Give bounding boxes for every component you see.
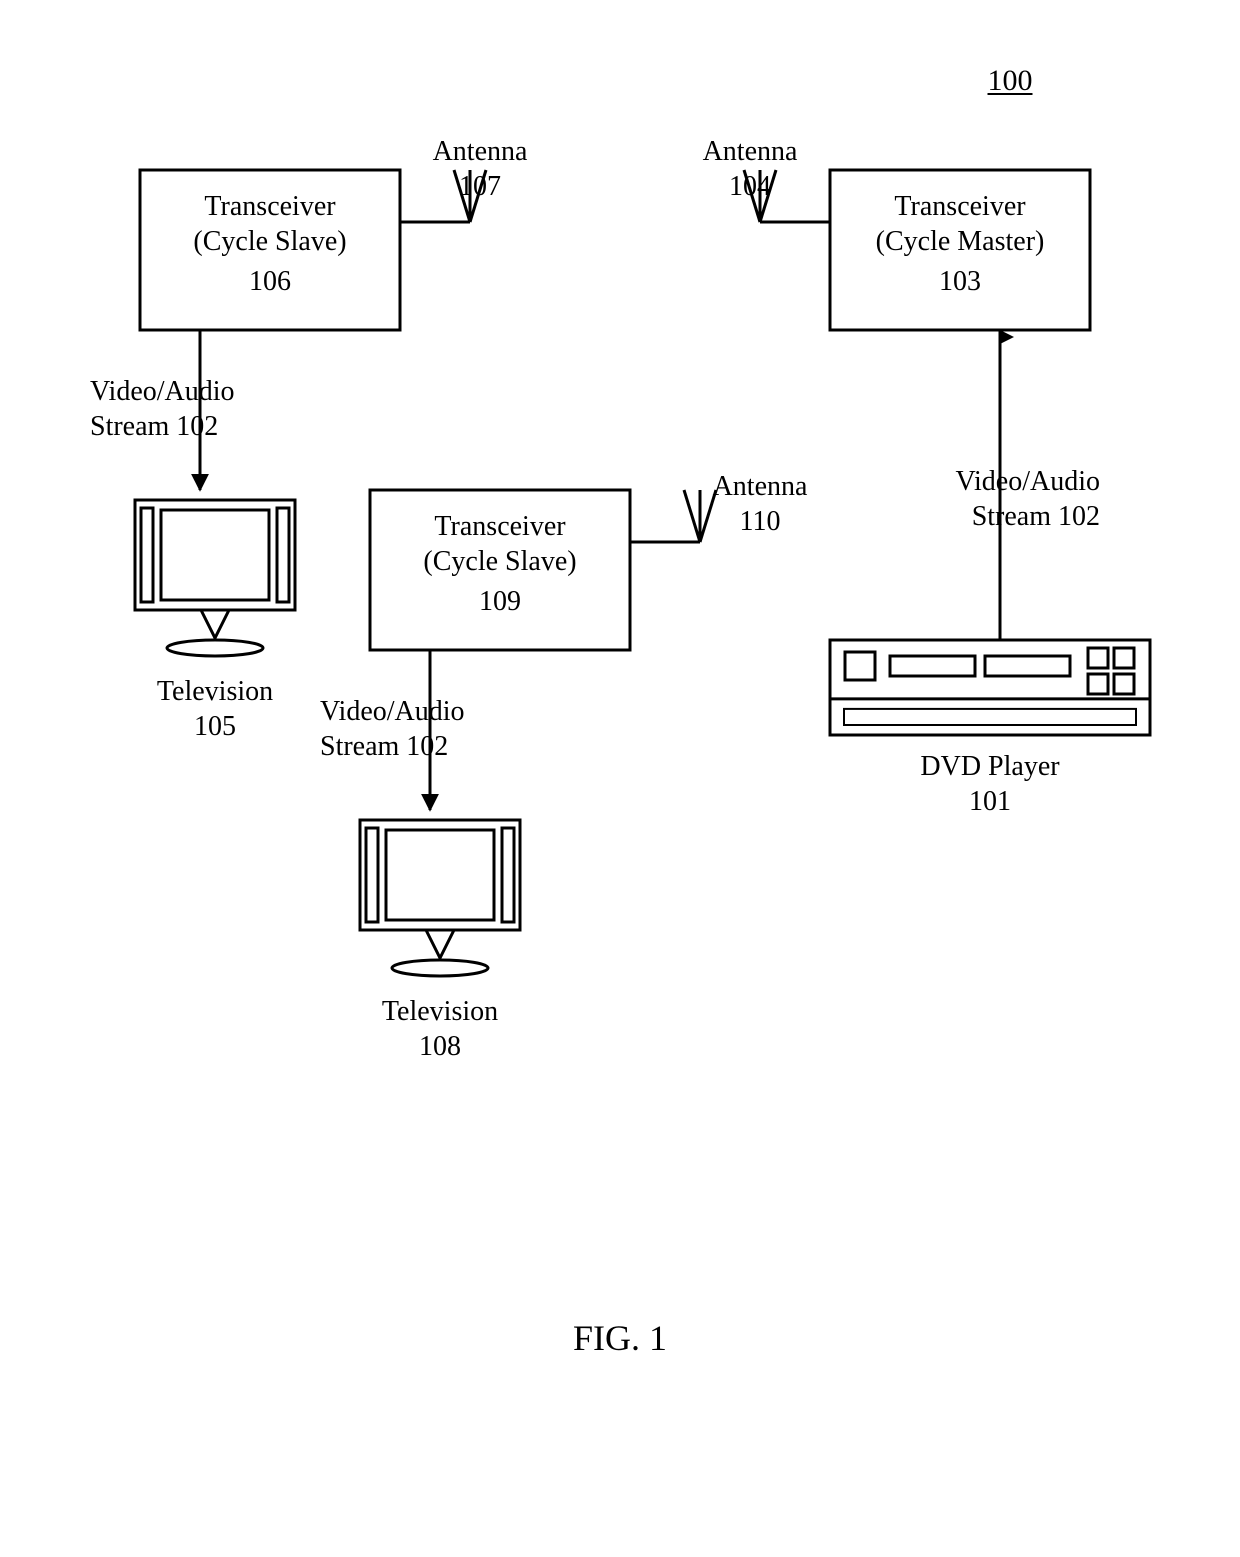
transceiver-106-line2: (Cycle Slave) (193, 226, 346, 257)
dvd-player-101: DVD Player 101 (830, 640, 1150, 817)
television-105-speaker-right (277, 508, 289, 602)
dvd-btn-00 (1088, 648, 1108, 668)
figure-caption: FIG. 1 (573, 1318, 667, 1358)
television-108-speaker-left (366, 828, 378, 922)
dvd-slot-1 (890, 656, 975, 676)
television-108-speaker-right (502, 828, 514, 922)
dvd-label2: 101 (969, 786, 1011, 817)
transceiver-103-line3: 103 (939, 266, 981, 297)
television-108-screen (386, 830, 494, 920)
stream-label-102c: Video/Audio Stream 102 (955, 466, 1100, 532)
transceiver-106-line1: Transceiver (204, 191, 336, 222)
television-105-screen (161, 510, 269, 600)
television-108-frame (360, 820, 520, 930)
television-108-stand-base (392, 960, 488, 976)
transceiver-109-antenna-label1: Antenna (713, 471, 808, 502)
stream-label-102c-line1: Video/Audio (955, 466, 1100, 497)
dvd-label1: DVD Player (920, 751, 1060, 782)
stream-label-102a-line1: Video/Audio (90, 376, 235, 407)
transceiver-109-line1: Transceiver (434, 511, 566, 542)
figure-reference: 100 (988, 64, 1033, 97)
transceiver-103: Transceiver (Cycle Master) 103 Antenna 104 (703, 136, 1090, 330)
television-105-frame (135, 500, 295, 610)
stream-label-102c-line2: Stream 102 (972, 501, 1100, 532)
television-108-stand-neck (426, 930, 454, 958)
transceiver-103-antenna-label2: 104 (729, 171, 771, 202)
transceiver-103-line1: Transceiver (894, 191, 1026, 222)
stream-label-102b: Video/AudioStream 102 (320, 696, 465, 762)
transceiver-109-antenna-label2: 110 (740, 506, 781, 537)
dvd-left-small (845, 652, 875, 680)
transceiver-103-antenna-label1: Antenna (703, 136, 798, 167)
transceiver-106-antenna-label2: 107 (459, 171, 501, 202)
transceiver-109-line3: 109 (479, 586, 521, 617)
transceiver-109-antenna-left (684, 490, 700, 542)
television-108-label1: Television (382, 996, 498, 1027)
dvd-btn-11 (1114, 674, 1134, 694)
dvd-tray (844, 709, 1136, 725)
transceiver-106-antenna-label1: Antenna (433, 136, 528, 167)
stream-label-102b-line1: Video/Audio (320, 696, 465, 727)
conn-101-to-103-arrowhead (1000, 330, 1014, 344)
television-105-speaker-left (141, 508, 153, 602)
transceiver-106: Transceiver (Cycle Slave) 106 Antenna 107 (140, 136, 528, 330)
television-105: Television 105 (135, 500, 295, 742)
television-105-label1: Television (157, 676, 273, 707)
transceiver-106-line3: 106 (249, 266, 291, 297)
television-105-stand-base (167, 640, 263, 656)
television-108: Television 108 (360, 820, 520, 1062)
television-108-label2: 108 (419, 1031, 461, 1062)
dvd-body (830, 640, 1150, 735)
transceiver-109: Transceiver (Cycle Slave) 109 Antenna 110 (370, 471, 808, 650)
television-105-stand-neck (201, 610, 229, 638)
transceiver-103-line2: (Cycle Master) (876, 226, 1045, 257)
dvd-slot-2 (985, 656, 1070, 676)
transceiver-109-line2: (Cycle Slave) (423, 546, 576, 577)
stream-label-102a: Video/AudioStream 102 (90, 376, 235, 442)
dvd-btn-10 (1088, 674, 1108, 694)
dvd-btn-01 (1114, 648, 1134, 668)
television-105-label2: 105 (194, 711, 236, 742)
